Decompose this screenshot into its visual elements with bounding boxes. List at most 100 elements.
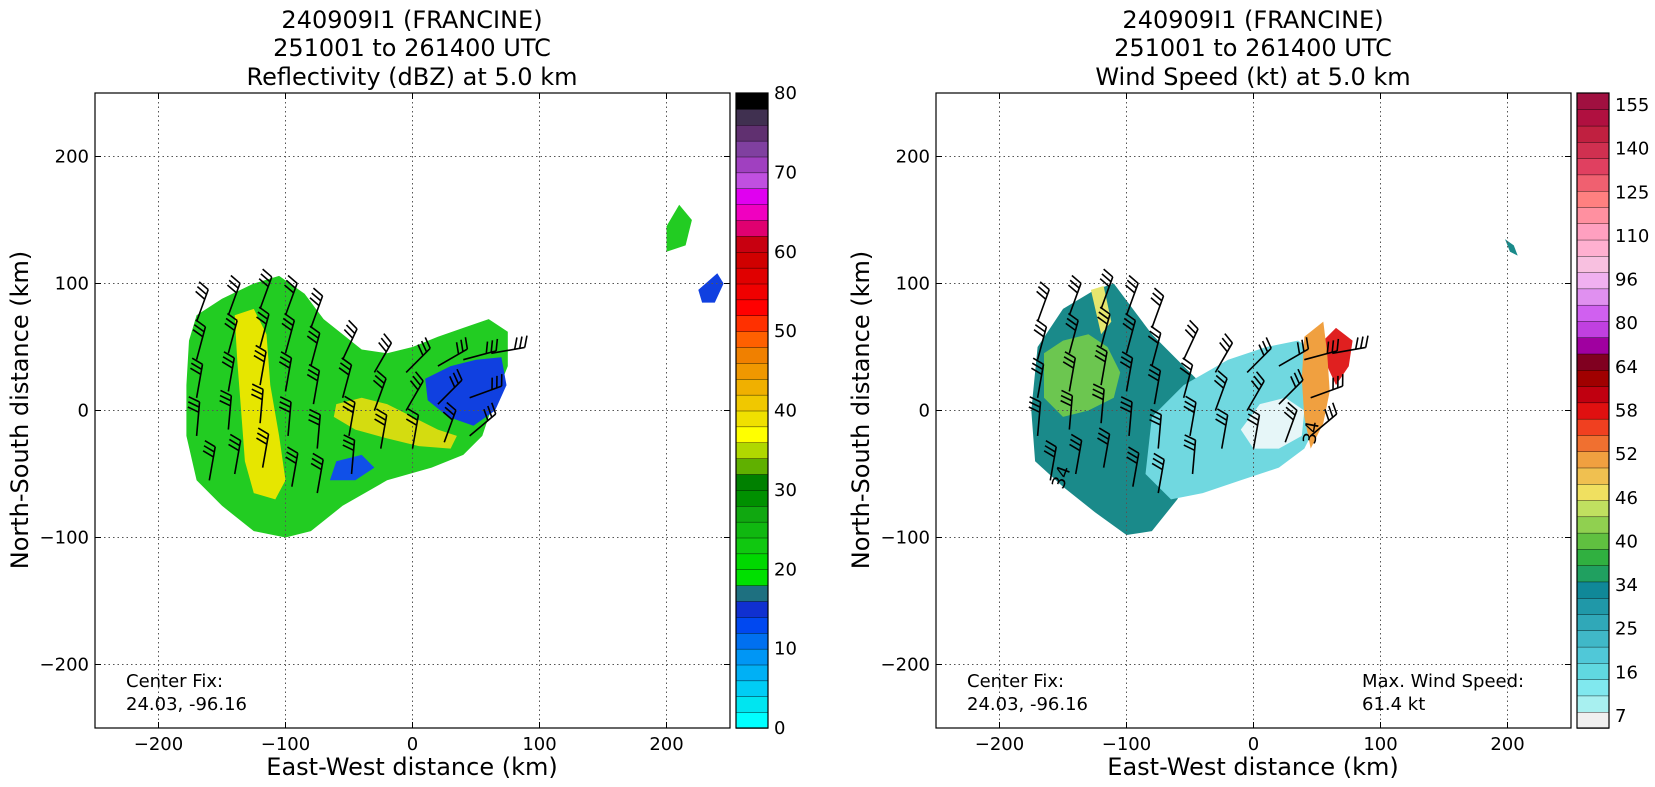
colorbar-swatch [735, 473, 769, 491]
center-fix-label: Center Fix: [967, 671, 1064, 692]
wind-barb [278, 396, 292, 436]
colorbar-tick-label: 155 [1615, 95, 1649, 116]
center-fix-value: 24.03, -96.16 [967, 694, 1088, 715]
colorbar-swatch [1576, 304, 1610, 322]
colorbar-swatch [735, 219, 769, 237]
colorbar-swatch [1576, 92, 1610, 110]
colorbar-swatch [735, 426, 769, 443]
wind-barb [1310, 402, 1338, 437]
colorbar-tick-label: 20 [774, 559, 797, 580]
region-cyan-east [1145, 340, 1324, 500]
wind-barb [219, 389, 233, 430]
wind-barb [1183, 395, 1197, 437]
wind-barb [1147, 363, 1162, 405]
colorbar-tick-label: 30 [774, 480, 797, 501]
colorbar-swatch [1576, 581, 1610, 599]
colorbar-swatch [735, 251, 769, 269]
y-tick-label: 0 [919, 401, 930, 422]
colorbar-swatch [1576, 271, 1610, 290]
wind-barb [226, 274, 241, 316]
x-tick-label: 0 [407, 734, 418, 755]
region-yellow-strip [1090, 286, 1112, 335]
colorbar-swatch [1576, 174, 1610, 192]
region-teal-far [1505, 239, 1518, 256]
wind-barb [1092, 383, 1105, 424]
wind-barb [1097, 427, 1111, 468]
title-line-2: 251001 to 261400 UTC [1114, 34, 1392, 62]
wind-barb [442, 401, 457, 443]
wind-barbs [1028, 268, 1369, 494]
colorbar-tick-label: 52 [1615, 444, 1638, 465]
x-tick-label: −200 [134, 734, 183, 755]
wind-barb [373, 333, 393, 373]
x-tick-label: 100 [1363, 734, 1397, 755]
max-wind-label: Max. Wind Speed: [1362, 671, 1524, 692]
x-tick-label: 0 [1248, 734, 1259, 755]
wind-barb [437, 337, 469, 367]
colorbar-swatch [1576, 385, 1610, 404]
colorbar-tick-label: 60 [774, 242, 797, 263]
title-line-2: 251001 to 261400 UTC [273, 34, 551, 62]
colorbar-tick-label: 125 [1615, 182, 1649, 203]
wind-barb [1179, 357, 1194, 399]
y-tick-labels: −200 −100 0 100 200 [881, 147, 1571, 676]
wind-speed-field [1031, 239, 1518, 535]
wind-barb [1182, 319, 1199, 361]
colorbar-swatch [1576, 402, 1610, 420]
colorbar-swatch [735, 330, 769, 348]
colorbar-swatch [735, 696, 769, 713]
max-wind-value: 61.4 kt [1362, 694, 1425, 715]
wind-barb [1067, 274, 1082, 316]
region-orange-east [1301, 321, 1330, 449]
reflectivity-panel: 240909I1 (FRANCINE) 251001 to 261400 UTC… [6, 6, 797, 781]
colorbar-swatch [735, 537, 769, 555]
colorbar-tick-label: 40 [1615, 531, 1638, 552]
x-tick-label: −100 [1102, 734, 1151, 755]
wind-barb [1246, 371, 1265, 411]
colorbar-swatch [735, 584, 769, 602]
wind-barb [338, 357, 353, 399]
wind-barb [1215, 408, 1229, 449]
colorbar-swatch [1576, 613, 1610, 632]
wind-barb [1183, 434, 1197, 475]
y-tick-label: 200 [896, 147, 930, 168]
colorbar-swatch [1576, 467, 1610, 485]
wind-barb [1147, 325, 1162, 367]
colorbar-swatch [735, 632, 769, 650]
wind-barb [1062, 351, 1077, 392]
colorbar-swatch [1576, 223, 1610, 241]
wind-barb [256, 427, 270, 468]
colorbar-swatch [1576, 157, 1610, 176]
colorbar-swatch [1576, 337, 1610, 355]
colorbar-swatch [735, 362, 769, 380]
wind-barb [195, 281, 209, 322]
colorbar-swatch [1576, 662, 1610, 680]
wind-barb [1149, 408, 1163, 449]
colorbar-swatch [735, 188, 769, 205]
colorbar-swatch [735, 346, 769, 364]
wind-barb [1150, 287, 1165, 329]
colorbar-tick-label: 96 [1615, 270, 1638, 291]
wind-barb [1246, 408, 1261, 449]
colorbar-swatch [735, 648, 769, 666]
title-line-3: Wind Speed (kt) at 5.0 km [1095, 63, 1410, 91]
colorbar-swatch [1576, 597, 1610, 615]
colorbar-swatch [1576, 711, 1610, 729]
y-tick-label: −100 [881, 528, 930, 549]
y-axis-label: North-South distance (km) [847, 251, 875, 570]
wind-barb [1036, 281, 1050, 322]
wind-barb [405, 337, 431, 373]
colorbar-swatch [735, 616, 769, 634]
wind-barb [1094, 344, 1108, 386]
wind-barb [256, 306, 270, 348]
colorbar-tick-label: 58 [1615, 401, 1638, 422]
wind-barb [251, 383, 264, 424]
colorbar-swatch [1576, 646, 1610, 664]
region-green-far [666, 204, 692, 252]
wind-barb [342, 395, 356, 437]
x-axis-label: East-West distance (km) [1107, 753, 1398, 781]
wind-barb [310, 452, 324, 494]
colorbar-tick-label: 64 [1615, 357, 1638, 378]
colorbar-swatch [1576, 353, 1610, 371]
wind-barb [372, 370, 387, 411]
